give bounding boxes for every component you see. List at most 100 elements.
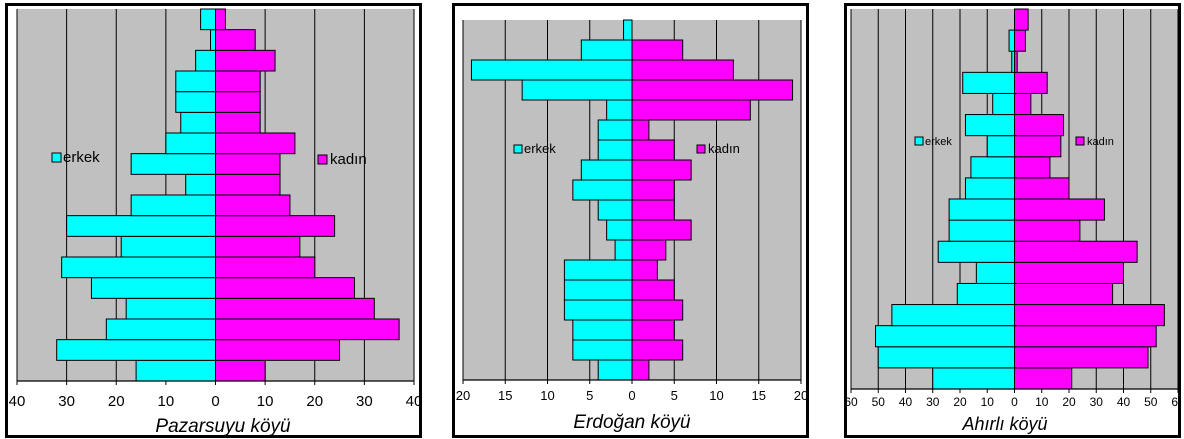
bar-kadin xyxy=(631,359,650,381)
tick-label: 30 xyxy=(356,393,373,410)
bar-kadin xyxy=(215,173,281,196)
tick-label: 10 xyxy=(540,388,554,403)
legend-label-kadin: kadın xyxy=(708,141,740,156)
bar-erkek xyxy=(563,259,633,281)
erdogan-chart-svg: 20 15 10 5 0 5 10 15 20 erkek kadın Erdoğan köyü xyxy=(456,19,806,433)
bar-erkek xyxy=(185,173,217,196)
bar-erkek xyxy=(877,346,1015,369)
bar-kadin xyxy=(215,277,355,299)
bar-erkek xyxy=(597,139,633,161)
bar-erkek xyxy=(580,39,633,61)
bar-kadin xyxy=(1014,282,1114,306)
legend-swatch-erkek xyxy=(513,144,523,154)
ahirli-chart-svg: 60 50 40 30 20 10 0 10 20 30 40 50 60 erkek kadın Ahırl… xyxy=(847,8,1178,434)
bar-kadin xyxy=(1014,346,1149,369)
legend-swatch-kadin xyxy=(696,144,706,154)
bar-erkek xyxy=(195,49,216,72)
bar-kadin xyxy=(631,259,658,281)
bar-kadin xyxy=(1014,261,1124,284)
bar-kadin xyxy=(631,139,675,161)
tick-label: 50 xyxy=(1144,395,1158,409)
tick-label: 50 xyxy=(872,395,886,409)
tick-label: 30 xyxy=(926,395,940,409)
bar-kadin xyxy=(631,79,794,101)
bar-kadin xyxy=(1014,177,1070,200)
bar-erkek xyxy=(606,99,633,121)
legend-entry-kadin: kadın xyxy=(317,151,367,168)
bar-erkek xyxy=(606,219,633,241)
bar-erkek xyxy=(470,59,633,81)
tick-label: 10 xyxy=(981,395,995,409)
bar-erkek xyxy=(948,219,1015,242)
tick-label: 20 xyxy=(953,395,967,409)
tick-label: 60 xyxy=(847,395,858,409)
bar-kadin xyxy=(631,219,692,241)
bar-kadin xyxy=(215,215,336,237)
bar-erkek xyxy=(56,339,217,361)
bar-erkek xyxy=(964,114,1015,137)
bar-kadin xyxy=(215,297,375,320)
legend-label-erkek: erkek xyxy=(63,149,100,166)
tick-label: 40 xyxy=(1117,395,1131,409)
legend-label-kadin: kadın xyxy=(330,151,367,168)
chart-title: Erdoğan köyü xyxy=(573,412,691,433)
bar-erkek xyxy=(563,279,633,301)
bar-erkek xyxy=(962,71,1015,94)
bar-kadin xyxy=(631,179,675,201)
bar-erkek xyxy=(580,159,633,181)
bar-erkek xyxy=(180,111,216,134)
tick-label: 40 xyxy=(406,393,419,410)
bar-kadin xyxy=(215,318,400,341)
bar-kadin xyxy=(631,119,650,141)
bar-kadin xyxy=(631,199,675,221)
bar-kadin xyxy=(1014,240,1138,263)
bar-erkek xyxy=(970,156,1015,179)
legend-entry-erkek: erkek xyxy=(914,136,952,148)
tick-label: 10 xyxy=(257,393,274,410)
bar-erkek xyxy=(891,304,1015,327)
bar-erkek xyxy=(165,132,216,155)
bar-kadin xyxy=(215,235,301,258)
bar-kadin xyxy=(1014,71,1048,94)
bar-erkek xyxy=(105,318,216,341)
bar-kadin xyxy=(1014,50,1018,73)
bar-erkek xyxy=(964,177,1015,200)
bar-erkek xyxy=(130,153,216,175)
tick-label: 10 xyxy=(158,393,175,410)
bar-erkek xyxy=(90,277,216,299)
bar-kadin xyxy=(1014,304,1165,327)
tick-label: 20 xyxy=(306,393,323,410)
tick-label: 15 xyxy=(752,388,766,403)
bar-kadin xyxy=(215,153,281,175)
bar-kadin xyxy=(1014,114,1065,137)
bar-erkek xyxy=(135,359,217,382)
bar-kadin xyxy=(1014,8,1029,31)
bar-kadin xyxy=(631,99,751,121)
legend-entry-kadin: kadın xyxy=(1075,136,1114,148)
tick-label: 0 xyxy=(1011,395,1018,409)
chart-title: Pazarsuyu köyü xyxy=(155,416,291,435)
bar-kadin xyxy=(631,59,734,81)
bar-erkek xyxy=(572,319,633,341)
bar-erkek xyxy=(563,299,633,321)
bar-erkek xyxy=(597,119,633,141)
bar-erkek xyxy=(175,91,217,113)
bar-erkek xyxy=(572,339,633,361)
bar-erkek xyxy=(597,359,633,381)
legend-swatch-erkek xyxy=(51,152,62,163)
bar-kadin xyxy=(1014,198,1105,221)
bar-erkek xyxy=(130,194,216,217)
tick-label: 20 xyxy=(794,388,806,403)
bar-erkek xyxy=(175,70,217,93)
legend-label-erkek: erkek xyxy=(524,141,556,156)
bar-erkek xyxy=(120,235,216,258)
bar-erkek xyxy=(200,8,217,31)
bar-kadin xyxy=(631,159,692,181)
bar-erkek xyxy=(1008,29,1016,52)
bar-kadin xyxy=(215,339,341,361)
bar-kadin xyxy=(631,319,675,341)
bar-kadin xyxy=(215,132,296,155)
bar-kadin xyxy=(1014,135,1062,158)
bar-erkek xyxy=(937,240,1015,263)
bar-erkek xyxy=(975,261,1016,284)
